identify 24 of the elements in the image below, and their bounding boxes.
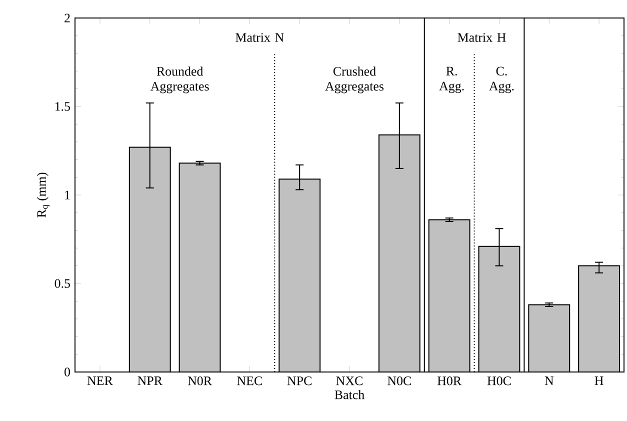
x-tick-label: H	[594, 376, 604, 385]
x-tick-label: NER	[87, 376, 113, 385]
annotation: C. Agg.	[489, 66, 514, 94]
annotation: Crushed Aggregates	[325, 66, 384, 94]
x-tick-label: NPR	[138, 376, 162, 385]
x-axis-title: Batch	[334, 390, 364, 400]
annotation: Rounded Aggregates	[150, 66, 209, 94]
y-tick-label: 1	[65, 190, 70, 200]
annotation: R. Agg.	[439, 66, 464, 94]
x-tick-label: NXC	[336, 376, 362, 386]
y-axis-title: R$_{q}$ (mm)	[36, 172, 50, 218]
x-tick-label: NPC	[287, 376, 312, 386]
x-tick-label: NEC	[237, 376, 262, 386]
x-tick-label: N0R	[188, 376, 212, 386]
x-tick-label: H0R	[437, 376, 462, 386]
x-tick-label: N	[544, 376, 554, 385]
x-tick-label: N0C	[388, 376, 411, 386]
y-tick-label: 0.5	[54, 279, 70, 288]
annotation: Matrix H	[458, 33, 506, 42]
y-tick-label: 0	[64, 368, 70, 376]
x-tick-label: H0C	[487, 376, 511, 386]
y-tick-label: 2	[64, 14, 70, 22]
annotation: Matrix N	[236, 33, 284, 42]
y-tick-label: 1.5	[55, 102, 70, 111]
